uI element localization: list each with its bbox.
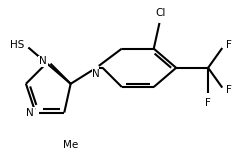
- Text: HS: HS: [10, 40, 24, 50]
- Text: N: N: [26, 108, 34, 118]
- Text: Cl: Cl: [155, 8, 165, 18]
- Text: F: F: [226, 85, 232, 95]
- Text: F: F: [226, 40, 232, 50]
- Text: F: F: [205, 98, 211, 108]
- Text: Me: Me: [63, 140, 78, 150]
- Text: N: N: [92, 69, 100, 79]
- Text: N: N: [39, 56, 47, 66]
